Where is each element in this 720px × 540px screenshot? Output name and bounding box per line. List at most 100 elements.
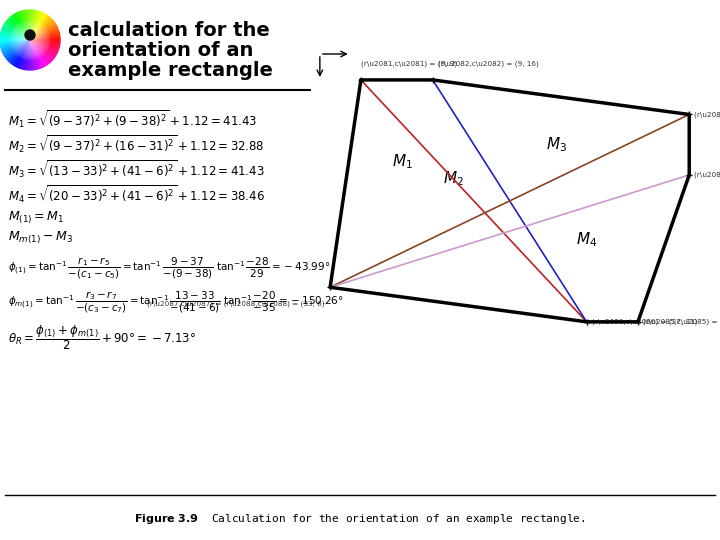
Polygon shape [1, 40, 30, 47]
Polygon shape [30, 40, 60, 47]
Circle shape [25, 30, 35, 40]
Polygon shape [12, 40, 30, 65]
Polygon shape [30, 40, 50, 64]
Polygon shape [30, 11, 40, 40]
Circle shape [15, 25, 45, 55]
Text: (r\u2081,c\u2081) = (9, 9): (r\u2081,c\u2081) = (9, 9) [361, 60, 457, 67]
Text: (r\u2082,c\u2082) = (9, 16): (r\u2082,c\u2082) = (9, 16) [438, 60, 539, 67]
Polygon shape [30, 33, 60, 40]
Polygon shape [1, 29, 30, 40]
Polygon shape [1, 31, 30, 40]
Polygon shape [30, 40, 54, 59]
Text: (r\u2085,c\u2085) = (37, 36): (r\u2085,c\u2085) = (37, 36) [643, 319, 720, 325]
Polygon shape [30, 10, 32, 40]
Text: (r\u2083,c\u2083) = (13, 41): (r\u2083,c\u2083) = (13, 41) [694, 111, 720, 118]
Polygon shape [30, 40, 53, 61]
Text: orientation of an: orientation of an [68, 41, 253, 60]
Text: (r\u2086,c\u2086) = (37, 31): (r\u2086,c\u2086) = (37, 31) [592, 319, 697, 325]
Polygon shape [1, 33, 30, 40]
Polygon shape [30, 26, 58, 40]
Polygon shape [4, 40, 30, 56]
Polygon shape [30, 40, 60, 42]
Polygon shape [30, 31, 59, 40]
Polygon shape [11, 40, 30, 64]
Polygon shape [19, 11, 30, 40]
Polygon shape [30, 40, 60, 45]
Polygon shape [19, 40, 30, 69]
Polygon shape [0, 38, 30, 40]
Polygon shape [27, 40, 30, 70]
Polygon shape [30, 40, 51, 63]
Polygon shape [17, 12, 30, 40]
Polygon shape [27, 10, 30, 40]
Polygon shape [30, 22, 55, 40]
Polygon shape [30, 40, 58, 53]
Polygon shape [30, 40, 59, 49]
Polygon shape [0, 40, 30, 42]
Circle shape [22, 32, 38, 48]
Polygon shape [7, 40, 30, 61]
Polygon shape [30, 40, 32, 70]
Text: $M_4 = \sqrt{(20-33)^2+(41-6)^2}+1.12 = 38.46$: $M_4 = \sqrt{(20-33)^2+(41-6)^2}+1.12 = … [8, 183, 265, 205]
Polygon shape [30, 40, 55, 58]
Polygon shape [0, 35, 30, 40]
Polygon shape [30, 40, 40, 69]
Polygon shape [30, 10, 37, 40]
Text: $M_1 = \sqrt{(9-37)^2+(9-38)^2}+1.12 = 41.43$: $M_1 = \sqrt{(9-37)^2+(9-38)^2}+1.12 = 4… [8, 108, 257, 130]
Circle shape [12, 22, 48, 58]
Circle shape [24, 34, 36, 46]
Polygon shape [30, 29, 58, 40]
Polygon shape [7, 19, 30, 40]
Circle shape [17, 27, 43, 53]
Polygon shape [0, 40, 30, 45]
Polygon shape [30, 38, 60, 40]
Polygon shape [30, 40, 37, 70]
Circle shape [14, 24, 46, 56]
Text: $\theta_R = \dfrac{\phi_{(1)}+\phi_{m(1)}}{2}+90° = -7.13°$: $\theta_R = \dfrac{\phi_{(1)}+\phi_{m(1)… [8, 324, 196, 353]
Polygon shape [30, 24, 57, 40]
Polygon shape [21, 11, 30, 40]
Polygon shape [30, 40, 44, 68]
Polygon shape [4, 22, 30, 40]
Polygon shape [30, 19, 53, 40]
Polygon shape [30, 17, 51, 40]
Polygon shape [30, 15, 48, 40]
Polygon shape [30, 40, 57, 56]
Text: $M_4$: $M_4$ [577, 230, 598, 249]
Polygon shape [14, 14, 30, 40]
Circle shape [28, 38, 32, 42]
Polygon shape [30, 11, 42, 40]
Polygon shape [23, 40, 30, 70]
Polygon shape [30, 40, 42, 69]
Polygon shape [14, 40, 30, 66]
Polygon shape [9, 40, 30, 63]
Polygon shape [11, 16, 30, 40]
Polygon shape [25, 10, 30, 40]
Polygon shape [23, 10, 30, 40]
Text: $M_{(1)} = M_1$: $M_{(1)} = M_1$ [8, 210, 64, 226]
Circle shape [27, 37, 33, 43]
Polygon shape [1, 40, 30, 51]
Text: $\phi_{(1)} = \tan^{-1}\dfrac{r_1-r_5}{-(c_1-c_5)} = \tan^{-1}\dfrac{9-37}{-(9-3: $\phi_{(1)} = \tan^{-1}\dfrac{r_1-r_5}{-… [8, 256, 330, 281]
Polygon shape [30, 40, 58, 51]
Polygon shape [30, 40, 35, 70]
Polygon shape [4, 40, 30, 58]
Text: $M_2 = \sqrt{(9-37)^2+(16-31)^2}+1.12 = 32.88$: $M_2 = \sqrt{(9-37)^2+(16-31)^2}+1.12 = … [8, 133, 264, 154]
Polygon shape [1, 40, 30, 49]
Text: (r\u2087,c\u2087) = (r\u2088,c\u2088) = (33, 6): (r\u2087,c\u2087) = (r\u2088,c\u2088) = … [148, 300, 325, 307]
Text: $\phi_{m(1)} = \tan^{-1}\dfrac{r_3-r_7}{-(c_3-c_7)} = \tan^{-1}\dfrac{13-33}{-(4: $\phi_{m(1)} = \tan^{-1}\dfrac{r_3-r_7}{… [8, 290, 343, 315]
Text: calculation for the: calculation for the [68, 21, 270, 40]
Text: $M_1$: $M_1$ [392, 152, 413, 171]
Polygon shape [30, 40, 48, 65]
Circle shape [20, 30, 40, 50]
Circle shape [11, 21, 49, 59]
Polygon shape [30, 16, 50, 40]
Circle shape [21, 31, 39, 49]
Circle shape [10, 20, 50, 60]
Circle shape [25, 35, 35, 45]
Polygon shape [4, 24, 30, 40]
Polygon shape [30, 35, 60, 40]
Polygon shape [30, 21, 54, 40]
Polygon shape [2, 26, 30, 40]
Circle shape [23, 33, 37, 47]
